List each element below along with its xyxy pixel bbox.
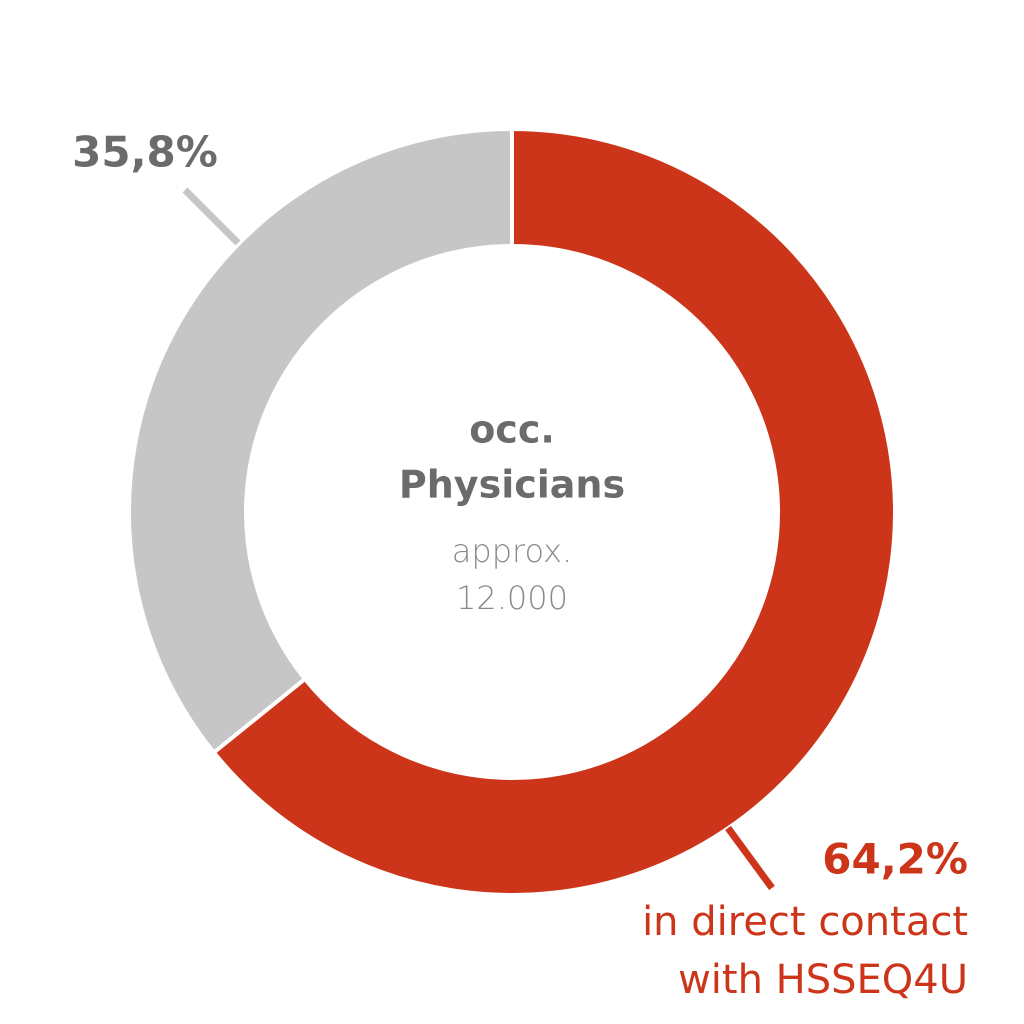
center-subtitle: 12.000 bbox=[456, 579, 568, 617]
center-title: Physicians bbox=[399, 463, 625, 507]
value-label: 35,8% bbox=[72, 128, 218, 177]
annotation: with HSSEQ4U bbox=[678, 957, 968, 1003]
center-subtitle: approx. bbox=[452, 532, 572, 570]
value-label: 64,2% bbox=[822, 835, 968, 884]
slice bbox=[127, 126, 514, 756]
leader-line bbox=[725, 825, 775, 891]
leader-line bbox=[182, 187, 241, 246]
slice bbox=[211, 126, 897, 897]
annotation: in direct contact bbox=[642, 899, 968, 945]
center-title: occ. bbox=[469, 408, 555, 452]
